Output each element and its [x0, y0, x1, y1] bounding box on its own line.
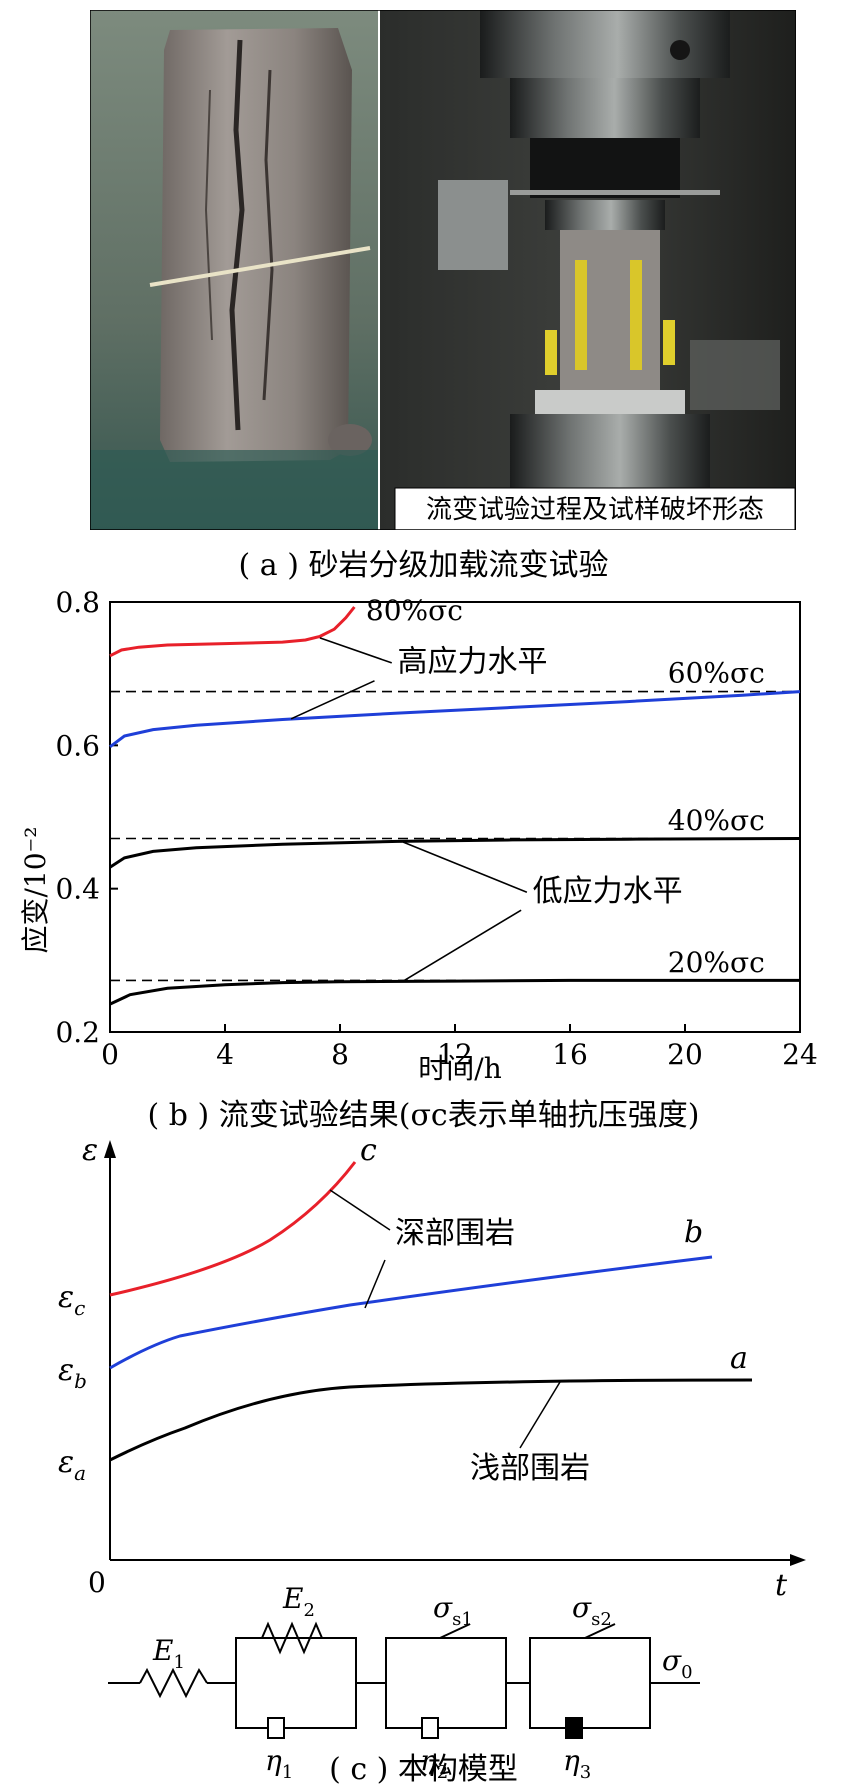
y-tick-label: 0.4	[55, 873, 100, 906]
creep-test-chart: 0 4 8 12 16 20 24 0.2 0.4 0.6 0.8 80%σc 高应力水平 60%σc 40…	[55, 586, 818, 1071]
epsilon-c-label: εc	[58, 1280, 85, 1320]
series-line-60%σc	[109, 690, 801, 749]
y-tick-label: 0.6	[55, 729, 100, 762]
label-20-sigma: 20%σc	[668, 946, 765, 979]
photo-label: 流变试验过程及试样破坏形态	[425, 495, 764, 525]
spring-E1	[139, 1667, 208, 1699]
x-tick-label: 12	[437, 1038, 473, 1071]
dashpot-eta3	[565, 1717, 583, 1739]
curve-label-c: c	[360, 1133, 377, 1168]
rubber-band	[149, 246, 371, 287]
x-tick-label: 20	[667, 1038, 703, 1071]
chart-b-ylabel: 应变/10⁻²	[19, 826, 52, 954]
series-line-20%σc	[109, 978, 800, 1006]
c-origin-label: 0	[88, 1566, 106, 1599]
specimen-crack	[229, 39, 245, 431]
panel-b-caption: ( b ) 流变试验结果(σc表示单轴抗压强度)	[147, 1098, 700, 1133]
label-E2: E2	[282, 1582, 315, 1621]
label-low-stress: 低应力水平	[533, 874, 683, 909]
label-eta2: η2	[420, 1744, 448, 1783]
sandstone-specimen	[160, 28, 352, 462]
label-eta3: η3	[563, 1744, 591, 1783]
shallow-surrounding-rock-label: 浅部围岩	[470, 1451, 590, 1486]
spring-E2	[236, 1621, 356, 1655]
x-tick-label: 8	[331, 1038, 349, 1071]
c-x-axis-label: t	[775, 1568, 788, 1603]
curve-a-shallow	[109, 1378, 753, 1462]
curve-c-deep	[109, 1161, 357, 1297]
rock-photo	[90, 10, 796, 530]
model-diagram	[108, 1621, 700, 1739]
series-line-80%σc	[109, 606, 356, 658]
leader-high-80	[319, 637, 393, 664]
x-tick-label: 16	[552, 1038, 588, 1071]
leader-high-60	[290, 680, 375, 720]
series-line-40%σc	[109, 837, 801, 869]
x-tick-label: 0	[101, 1038, 119, 1071]
label-high-stress: 高应力水平	[398, 645, 548, 680]
label-sigma0: σ0	[662, 1644, 693, 1683]
photo-label-box	[394, 487, 796, 530]
epsilon-a-label: εa	[58, 1445, 86, 1485]
epsilon-b-label: εb	[58, 1353, 87, 1393]
x-tick-label: 24	[782, 1038, 818, 1071]
curve-label-b: b	[684, 1215, 703, 1250]
leader-low-40	[402, 841, 528, 893]
deep-surrounding-rock-label: 深部围岩	[395, 1216, 515, 1251]
label-60-sigma: 60%σc	[668, 656, 765, 689]
leader-low-20	[402, 909, 522, 982]
chart-b-xlabel: 时间/h	[418, 1052, 502, 1085]
label-sigma-s1: σs1	[433, 1591, 473, 1630]
dashpot-eta2	[421, 1717, 439, 1739]
c-y-axis-label: ε	[82, 1133, 98, 1168]
gauge-plate	[438, 180, 508, 270]
curve-label-a: a	[730, 1341, 748, 1376]
panel-a-caption: ( a ) 砂岩分级加载流变试验	[238, 548, 609, 583]
label-80-sigma: 80%σc	[366, 594, 463, 627]
press-upper-platen	[480, 10, 730, 78]
label-eta1: η1	[265, 1744, 293, 1783]
label-40-sigma: 40%σc	[668, 804, 765, 837]
constitutive-model-figure: ε t 0 c b a εc εb εa 深部围岩 浅部围岩	[58, 1133, 806, 1783]
x-tick-label: 4	[216, 1038, 234, 1071]
panel-c-caption: ( c ) 本构模型	[329, 1752, 518, 1787]
label-sigma-s2: σs2	[572, 1591, 612, 1630]
curve-b-deep	[109, 1255, 713, 1370]
y-tick-label: 0.8	[55, 586, 100, 619]
y-tick-label: 0.2	[55, 1016, 100, 1049]
label-E1: E1	[152, 1634, 185, 1673]
dashpot-eta1	[267, 1717, 285, 1739]
